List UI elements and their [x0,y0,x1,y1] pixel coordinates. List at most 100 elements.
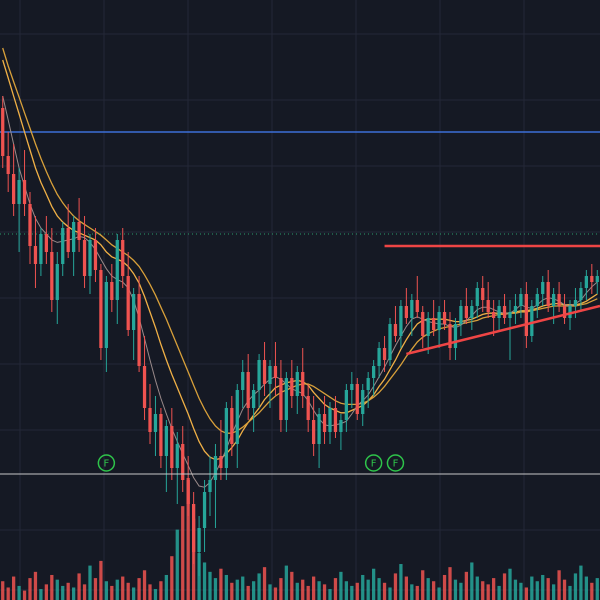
volume-bar [481,581,485,600]
event-marker-circle [386,454,405,472]
volume-bar [273,587,278,600]
volume-bar [186,478,190,600]
volume-bar [421,570,425,600]
candle [497,300,501,330]
candle [519,288,523,318]
candle-body [88,240,92,276]
candle [142,336,147,420]
volume-bar [28,578,32,600]
candle-body [508,312,512,318]
volume-bar [410,584,414,600]
candle-body [486,300,490,312]
candle-body [268,366,272,384]
volume-bar [22,590,27,600]
candle [246,354,250,420]
candle-body [519,294,523,306]
volume-bar [372,568,376,600]
candle [72,216,76,276]
candle-body [464,306,468,318]
candle-body [579,288,583,300]
candle-body [72,222,76,252]
candle-body [197,528,201,552]
candle-body [562,306,567,318]
candle-body [44,234,48,252]
event-marker-circle [364,454,383,472]
candle [181,426,185,492]
candle-body [148,408,152,432]
volume-bar [312,576,316,600]
volume-bar [519,582,523,600]
candle [513,294,518,324]
volume-bar [6,587,10,600]
volume-bar [241,576,245,600]
candle [306,384,310,432]
candle-body [175,444,179,468]
candle-body [208,480,212,492]
candle [382,336,387,372]
candle [393,306,398,342]
trend-line[interactable] [406,304,600,356]
candle-body [388,324,392,360]
candle-body [437,312,441,330]
volume-bar [262,567,267,600]
candle-body [164,426,168,456]
candle-body [93,240,98,270]
candle-body [82,240,87,276]
volume-bar [513,579,518,600]
candle [322,396,327,444]
candle [99,264,103,360]
event-marker[interactable]: F [97,454,116,472]
candle [502,294,507,324]
candle [202,480,207,552]
candle [344,384,348,432]
candle-body [33,246,38,264]
candle-body [350,384,354,390]
candle [470,300,474,330]
event-marker[interactable]: F [386,454,405,472]
candle [224,402,228,480]
candle-body [110,282,114,300]
candle-body [12,174,16,204]
volume-bar [377,578,381,600]
candle [508,300,512,360]
volume-bar [110,585,114,600]
candle [295,366,299,414]
candle [421,306,425,348]
candle-body [104,282,108,348]
candle [257,354,261,408]
candle-body [290,378,294,396]
event-marker[interactable]: F [364,454,383,472]
candle [17,168,21,252]
volume-bar [595,578,599,600]
volume-bar [317,581,321,600]
candle [50,228,54,312]
candle-body [595,276,599,282]
candle [442,300,447,330]
candle-body [262,360,267,384]
event-marker-circle [97,454,116,472]
volume-bar [88,565,92,600]
candle [1,96,5,168]
candle [93,228,98,282]
candle [584,270,588,300]
candle-body [513,306,518,312]
volume-bar [93,578,98,600]
trend-lines[interactable] [384,244,600,356]
candle-body [295,372,299,396]
candle-body [115,240,119,300]
candle-body [492,312,496,318]
volume-bar [121,576,125,600]
candle-body [459,306,463,324]
volume-bar [568,585,572,600]
volume-bar [137,578,141,600]
event-marker-label: F [393,459,399,470]
candle-body [481,288,485,300]
candle [524,282,528,348]
candle-body [524,294,528,336]
volume-bar [464,571,468,600]
candle-body [333,408,338,432]
candle-body [312,420,316,444]
